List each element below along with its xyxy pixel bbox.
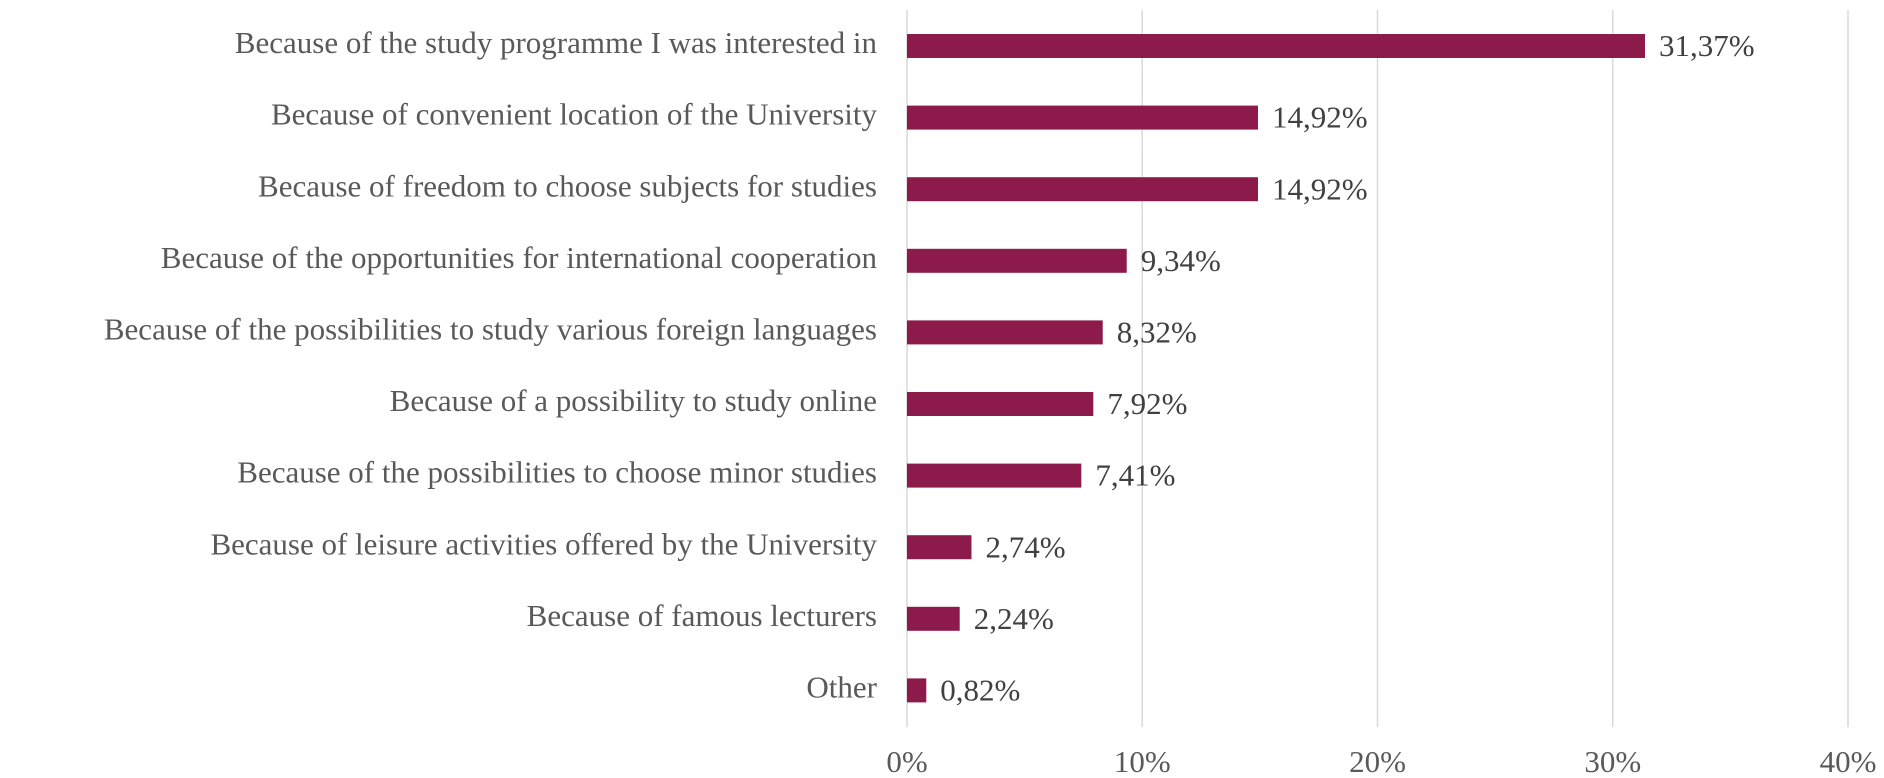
category-label: Other — [806, 670, 877, 705]
data-label: 2,74% — [985, 529, 1065, 564]
data-label: 7,92% — [1107, 386, 1187, 421]
bar — [907, 320, 1103, 345]
category-label: Because of leisure activities offered by… — [210, 526, 877, 561]
data-label: 7,41% — [1095, 458, 1175, 493]
data-label: 8,32% — [1117, 315, 1197, 350]
bar — [907, 248, 1127, 273]
x-tick-label: 20% — [1349, 744, 1406, 778]
category-label: Because of convenient location of the Un… — [271, 97, 878, 132]
bar — [907, 105, 1258, 130]
category-label: Because of a possibility to study online — [390, 383, 877, 418]
category-label: Because of the opportunities for interna… — [161, 240, 878, 275]
bar — [907, 177, 1258, 202]
category-label: Because of famous lecturers — [527, 598, 877, 633]
data-label: 2,24% — [974, 601, 1054, 636]
x-tick-label: 0% — [886, 744, 927, 778]
bar — [907, 678, 927, 703]
x-tick-label: 10% — [1114, 744, 1171, 778]
category-label: Because of the possibilities to study va… — [104, 312, 877, 347]
data-label: 14,92% — [1272, 100, 1368, 135]
x-tick-label: 40% — [1820, 744, 1877, 778]
bar — [907, 392, 1094, 416]
category-label: Because of freedom to choose subjects fo… — [258, 168, 877, 203]
category-label: Because of the study programme I was int… — [235, 25, 878, 60]
data-label: 31,37% — [1659, 28, 1755, 63]
data-label: 0,82% — [940, 673, 1020, 708]
bar — [907, 34, 1645, 58]
category-label: Because of the possibilities to choose m… — [237, 455, 877, 490]
bar — [907, 535, 972, 560]
bar — [907, 463, 1082, 488]
data-label: 9,34% — [1141, 243, 1221, 278]
data-label: 14,92% — [1272, 171, 1368, 206]
bar — [907, 606, 960, 631]
x-tick-label: 30% — [1584, 744, 1641, 778]
